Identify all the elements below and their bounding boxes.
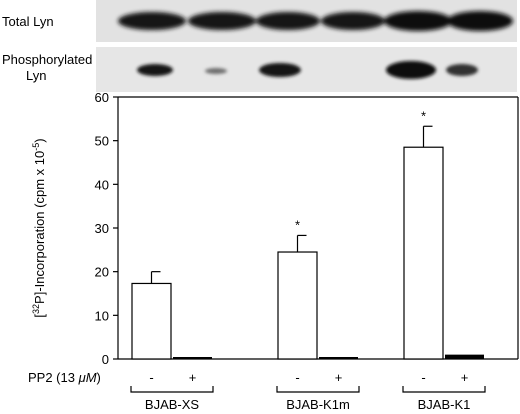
y-tick-label: 20 (95, 265, 109, 280)
y-ticks: 0 10 20 30 40 50 60 (95, 90, 118, 367)
phospho-lyn-blot (96, 47, 517, 92)
phospho-lyn-label-line2: Lyn (26, 68, 46, 83)
bar-pp2 (173, 357, 212, 359)
y-tick-label: 30 (95, 221, 109, 236)
treatment-sign: + (461, 370, 469, 385)
phospho-lyn-label-line1: Phosphorylated (2, 52, 92, 67)
bar-pp2 (445, 354, 484, 359)
treatment-sign: - (295, 370, 299, 385)
significance-mark: * (295, 217, 300, 232)
bar-untreated (403, 146, 444, 360)
total-lyn-blot (96, 0, 517, 42)
group-brackets: BJAB-XS BJAB-K1m BJAB-K1 (130, 386, 486, 412)
treatment-label: PP2 (13 μM) (28, 370, 101, 385)
bar-untreated (131, 282, 172, 360)
treatment-sign: - (421, 370, 425, 385)
group-bracket (402, 386, 486, 393)
total-lyn-label: Total Lyn (2, 14, 54, 29)
bar-untreated (277, 251, 318, 360)
y-tick-label: 0 (102, 352, 109, 367)
y-tick-label: 50 (95, 134, 109, 149)
group-bracket (276, 386, 360, 393)
treatment-sign: - (149, 370, 153, 385)
group-label: BJAB-K1 (418, 397, 471, 412)
significance-mark: * (421, 108, 426, 123)
y-tick-label: 40 (95, 177, 109, 192)
treatment-sign: + (335, 370, 343, 385)
y-tick-label: 60 (95, 90, 109, 105)
bar-pp2 (319, 357, 358, 359)
group-label: BJAB-XS (145, 397, 200, 412)
plot-area (117, 96, 519, 360)
treatment-sign: + (189, 370, 197, 385)
bars: ** (131, 108, 484, 360)
y-tick-label: 10 (95, 308, 109, 323)
group-bracket (130, 386, 214, 393)
treatment-signs: - + - + - + (149, 370, 468, 385)
y-axis-label: [32P]-Incorporation (cpm x 10-5) (31, 138, 47, 317)
group-label: BJAB-K1m (286, 397, 350, 412)
